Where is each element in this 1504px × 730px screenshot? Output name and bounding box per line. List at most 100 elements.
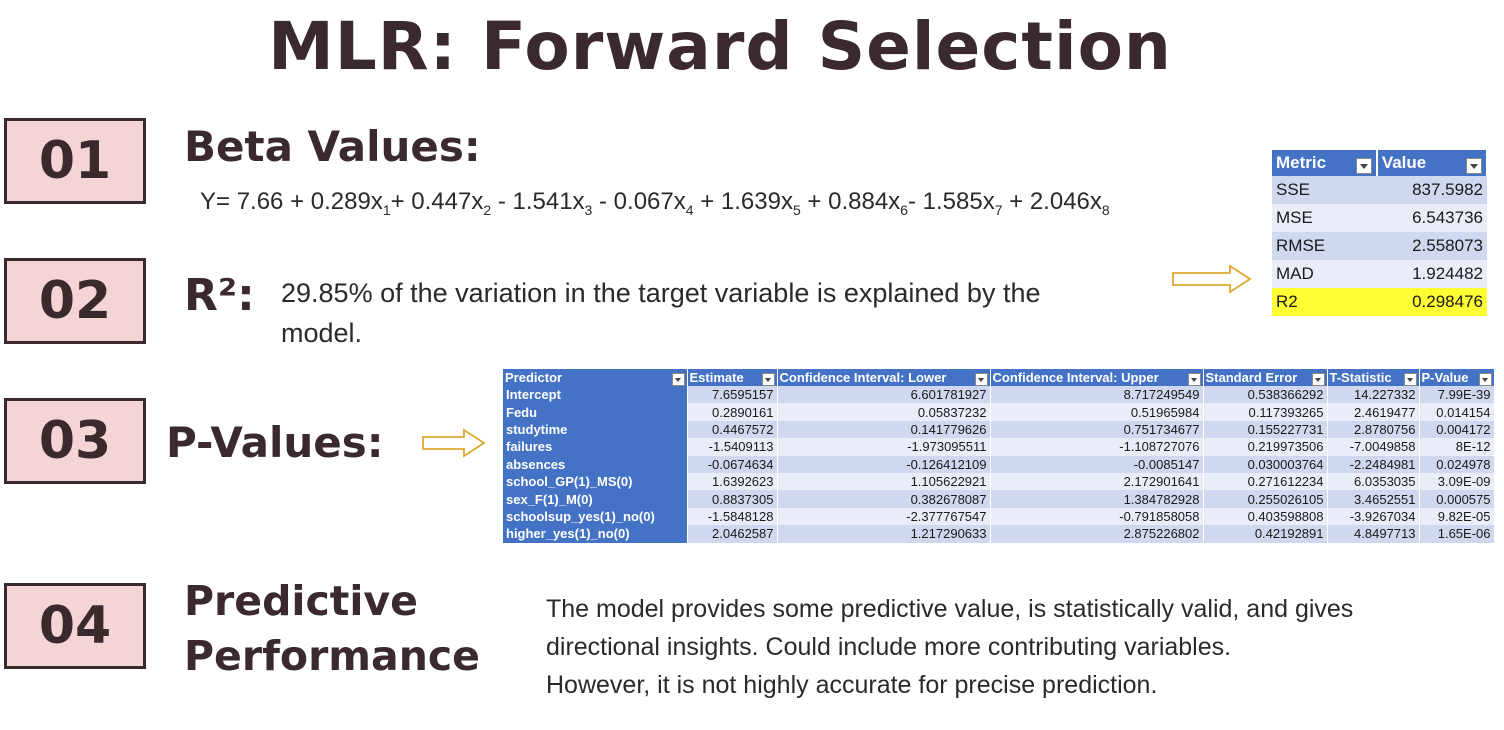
predictor-name: schoolsup_yes(1)_no(0) <box>503 507 688 526</box>
ci-lower-cell: -2.377767547 <box>777 507 991 526</box>
r-squared-description: 29.85% of the variation in the target va… <box>281 278 1041 348</box>
p-value-cell: 0.000575 <box>1419 490 1495 508</box>
section-number-03: 03 <box>4 398 146 484</box>
estimate-cell: 1.6392623 <box>687 472 778 491</box>
p-value-column-header[interactable]: P-Value <box>1419 369 1495 386</box>
metric-value: 837.5982 <box>1376 176 1487 204</box>
metric-table: Metric Value SSE 837.5982 MSE 6.543736 RMS… <box>1272 150 1489 316</box>
estimate-cell: -1.5848128 <box>687 507 778 526</box>
t-statistic-cell: 2.4619477 <box>1327 403 1420 421</box>
estimate-cell: 0.2890161 <box>687 403 778 421</box>
estimate-cell: 7.6595157 <box>687 386 778 404</box>
filter-dropdown-icon[interactable] <box>1466 157 1482 174</box>
t-statistic-cell: -3.9267034 <box>1327 507 1420 526</box>
predictor-name: failures <box>503 438 688 456</box>
table-row: school_GP(1)_MS(0) 1.6392623 1.105622921 2.… <box>503 472 1495 491</box>
ci-upper-cell: 1.384782928 <box>990 490 1204 508</box>
p-value-cell: 0.024978 <box>1419 455 1495 473</box>
standard-error-column-header[interactable]: Standard Error <box>1203 369 1328 386</box>
ci-lower-cell: 1.105622921 <box>777 472 991 491</box>
section-number-02: 02 <box>4 258 146 344</box>
metric-name: RMSE <box>1272 232 1377 260</box>
p-value-cell: 9.82E-05 <box>1419 507 1495 526</box>
p-value-cell: 3.09E-09 <box>1419 472 1495 491</box>
value-column-header[interactable]: Value <box>1376 150 1489 176</box>
standard-error-cell: 0.030003764 <box>1203 455 1328 473</box>
p-values-heading: P-Values: <box>166 418 384 467</box>
table-row: schoolsup_yes(1)_no(0) -1.5848128 -2.37776… <box>503 507 1495 526</box>
table-row: Fedu 0.2890161 0.05837232 0.51965984 0.11739… <box>503 403 1495 421</box>
predictive-performance-heading: Predictive Performance <box>184 577 480 680</box>
filter-dropdown-icon[interactable] <box>761 372 775 386</box>
table-row-highlighted: R2 0.298476 <box>1272 288 1487 316</box>
filter-dropdown-icon[interactable] <box>1355 157 1372 174</box>
predictor-name: Intercept <box>503 386 688 404</box>
ci-lower-cell: 1.217290633 <box>777 525 991 543</box>
table-row: Intercept 7.6595157 6.601781927 8.717249549… <box>503 386 1495 404</box>
ci-lower-cell: 6.601781927 <box>777 386 991 404</box>
ci-upper-cell: -0.791858058 <box>990 507 1204 526</box>
ci-upper-cell: 2.172901641 <box>990 472 1204 491</box>
filter-dropdown-icon[interactable] <box>974 372 988 386</box>
predictive-performance-description: The model provides some predictive value… <box>546 595 1354 699</box>
t-statistic-cell: 2.8780756 <box>1327 420 1420 439</box>
p-value-cell: 0.014154 <box>1419 403 1495 421</box>
standard-error-cell: 0.42192891 <box>1203 525 1328 543</box>
metric-name: SSE <box>1272 176 1377 204</box>
arrow-right-icon <box>422 428 486 458</box>
table-row: RMSE 2.558073 <box>1272 232 1487 260</box>
predictor-column-header[interactable]: Predictor <box>503 369 688 386</box>
standard-error-cell: 0.255026105 <box>1203 490 1328 508</box>
estimate-cell: 2.0462587 <box>687 525 778 543</box>
ci-upper-cell: 2.875226802 <box>990 525 1204 543</box>
t-statistic-cell: 4.8497713 <box>1327 525 1420 543</box>
standard-error-cell: 0.271612234 <box>1203 472 1328 491</box>
filter-dropdown-icon[interactable] <box>671 372 685 386</box>
filter-dropdown-icon[interactable] <box>1403 372 1417 386</box>
table-row: MAD 1.924482 <box>1272 260 1487 288</box>
estimate-cell: 0.4467572 <box>687 420 778 439</box>
predictor-name: absences <box>503 455 688 473</box>
standard-error-cell: 0.117393265 <box>1203 403 1328 421</box>
metric-value: 6.543736 <box>1376 204 1487 232</box>
t-statistic-cell: 14.227332 <box>1327 386 1420 404</box>
filter-dropdown-icon[interactable] <box>1187 372 1201 386</box>
predictor-name: sex_F(1)_M(0) <box>503 490 688 508</box>
metric-name: MSE <box>1272 204 1377 232</box>
p-value-cell: 7.99E-39 <box>1419 386 1495 404</box>
regression-equation: Y= 7.66 + 0.289x1+ 0.447x2 - 1.541x3 - 0… <box>200 188 1110 218</box>
metric-value: 2.558073 <box>1376 232 1487 260</box>
t-statistic-cell: 6.0353035 <box>1327 472 1420 491</box>
table-row: absences -0.0674634 -0.126412109 -0.0085147… <box>503 455 1495 473</box>
ci-upper-column-header[interactable]: Confidence Interval: Upper <box>990 369 1204 386</box>
ci-lower-column-header[interactable]: Confidence Interval: Lower <box>777 369 991 386</box>
section-number-04: 04 <box>4 583 146 669</box>
ci-lower-cell: -1.973095511 <box>777 438 991 456</box>
ci-upper-cell: -1.108727076 <box>990 438 1204 456</box>
t-statistic-cell: -2.2484981 <box>1327 455 1420 473</box>
table-row: studytime 0.4467572 0.141779626 0.751734677… <box>503 420 1495 439</box>
filter-dropdown-icon[interactable] <box>1478 372 1492 386</box>
t-statistic-column-header[interactable]: T-Statistic <box>1327 369 1420 386</box>
estimate-cell: 0.8837305 <box>687 490 778 508</box>
metric-column-header[interactable]: Metric <box>1272 150 1378 176</box>
filter-dropdown-icon[interactable] <box>1311 372 1325 386</box>
r-squared-heading: R²: <box>184 270 255 321</box>
ci-lower-cell: 0.382678087 <box>777 490 991 508</box>
ci-upper-cell: 8.717249549 <box>990 386 1204 404</box>
table-row: failures -1.5409113 -1.973095511 -1.1087270… <box>503 438 1495 456</box>
ci-lower-cell: -0.126412109 <box>777 455 991 473</box>
ci-upper-cell: 0.51965984 <box>990 403 1204 421</box>
metric-name: R2 <box>1272 288 1377 316</box>
ci-lower-cell: 0.141779626 <box>777 420 991 439</box>
ci-upper-cell: -0.0085147 <box>990 455 1204 473</box>
p-value-cell: 0.004172 <box>1419 420 1495 439</box>
table-row: sex_F(1)_M(0) 0.8837305 0.382678087 1.38478… <box>503 490 1495 508</box>
predictor-name: studytime <box>503 420 688 439</box>
estimate-column-header[interactable]: Estimate <box>687 369 778 386</box>
predictor-table: Predictor Estimate Confidence Interval: … <box>503 369 1495 543</box>
t-statistic-cell: 3.4652551 <box>1327 490 1420 508</box>
predictor-name: Fedu <box>503 403 688 421</box>
standard-error-cell: 0.403598808 <box>1203 507 1328 526</box>
p-value-cell: 1.65E-06 <box>1419 525 1495 543</box>
